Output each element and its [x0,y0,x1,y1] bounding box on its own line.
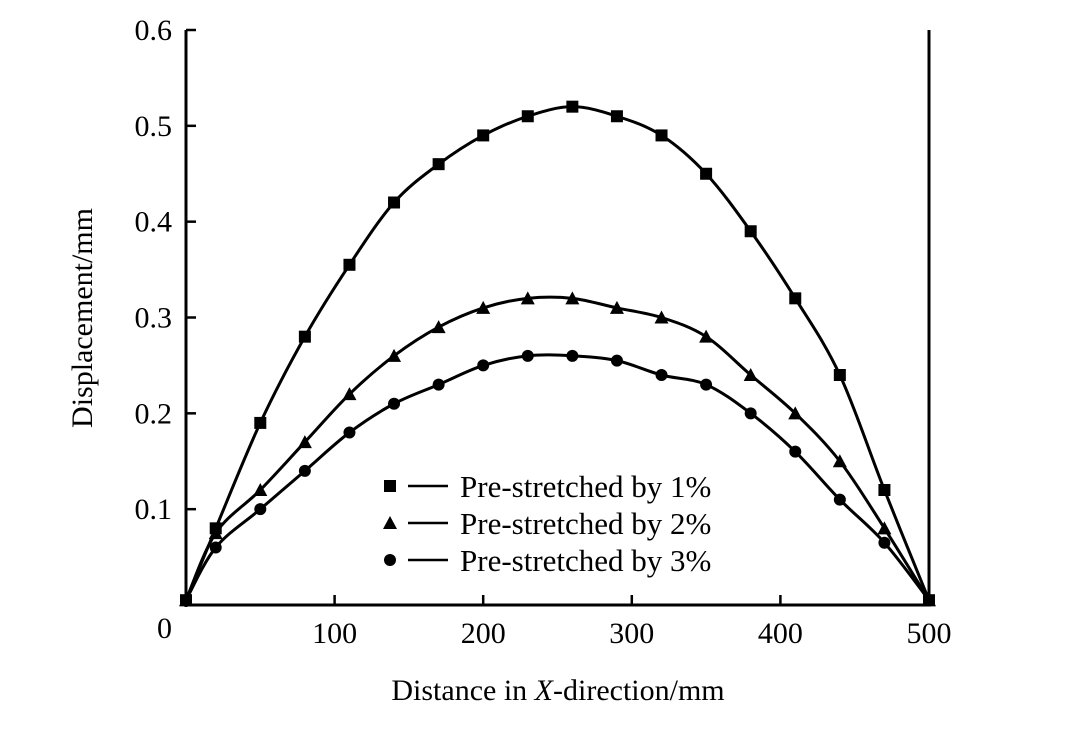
series-line [184,105,931,601]
square-marker [655,129,668,142]
square-marker [789,292,802,305]
y-tick-label: 0.2 [135,397,173,430]
series-line [184,295,931,601]
circle-marker [833,493,846,506]
square-marker [298,330,311,343]
circle-marker [343,426,356,439]
y-tick-label: 0.5 [135,110,173,143]
circle-marker [700,378,713,391]
triangle-marker [253,483,268,496]
triangle-marker [520,291,535,305]
circle-marker [655,369,668,381]
x-tick-label: 100 [312,617,357,650]
circle-marker [566,349,579,362]
triangle-marker [431,320,446,334]
triangle-marker [699,329,714,343]
square-marker [566,100,579,113]
square-marker [700,167,713,180]
triangle-marker [788,406,803,420]
y-axis-label: Displacement/mm [66,208,99,428]
triangle-marker [654,310,669,324]
y-tick-label: 0.3 [135,302,173,335]
square-marker [521,110,534,123]
y-tick-label: 0.1 [135,493,173,526]
y-tick-label: 0.6 [135,14,173,47]
square-marker [878,484,891,496]
triangle-marker [297,435,312,449]
circle-marker [878,536,891,549]
circle-marker [477,359,490,372]
square-marker [432,158,445,171]
triangle-marker [832,454,847,468]
legend-label: Pre-stretched by 3% [460,543,711,578]
legend-label: Pre-stretched by 2% [460,506,711,541]
series-2 [179,291,936,607]
circle-marker [789,445,802,458]
legend-circle-marker [384,554,396,566]
square-marker [833,369,846,381]
legend: Pre-stretched by 1%Pre-stretched by 2%Pr… [383,469,711,578]
legend-square-marker [384,480,396,492]
square-marker [610,110,623,123]
circle-marker [388,397,401,410]
legend-item: Pre-stretched by 2% [383,506,711,541]
circle-marker [432,378,445,391]
x-tick-label: 400 [758,617,803,650]
circle-marker [744,407,757,420]
square-marker [744,225,757,238]
axes: 0 100 200 300 400 500 0.1 0.2 0.3 0.4 0.5 0.6 [135,14,952,650]
origin-label: 0 [157,612,172,645]
circle-marker [209,541,222,554]
square-marker [477,129,490,142]
triangle-marker [877,521,892,535]
legend-label: Pre-stretched by 1% [460,469,711,504]
square-marker [343,258,356,271]
circle-marker [254,503,267,516]
square-marker [388,196,401,209]
triangle-marker [609,300,624,314]
triangle-marker [743,368,758,381]
x-tick-label: 200 [461,617,506,650]
triangle-marker [565,291,580,305]
circle-marker [610,354,623,367]
square-marker [254,416,267,429]
series-3 [180,349,935,607]
legend-item: Pre-stretched by 3% [384,543,711,578]
triangle-marker [342,387,357,401]
circle-marker [180,594,192,607]
series-group [179,100,936,607]
x-tick-label: 500 [907,617,952,650]
circle-marker [298,464,311,477]
triangle-marker [208,526,223,540]
circle-marker [521,349,534,362]
legend-triangle-marker [383,516,397,529]
triangle-marker [476,300,491,314]
y-tick-label: 0.4 [135,206,173,239]
x-axis-label: Distance in X-direction/mm [391,674,724,707]
x-tick-label: 300 [609,617,654,650]
circle-marker [923,594,935,607]
legend-item: Pre-stretched by 1% [384,469,711,504]
triangle-marker [387,348,402,362]
